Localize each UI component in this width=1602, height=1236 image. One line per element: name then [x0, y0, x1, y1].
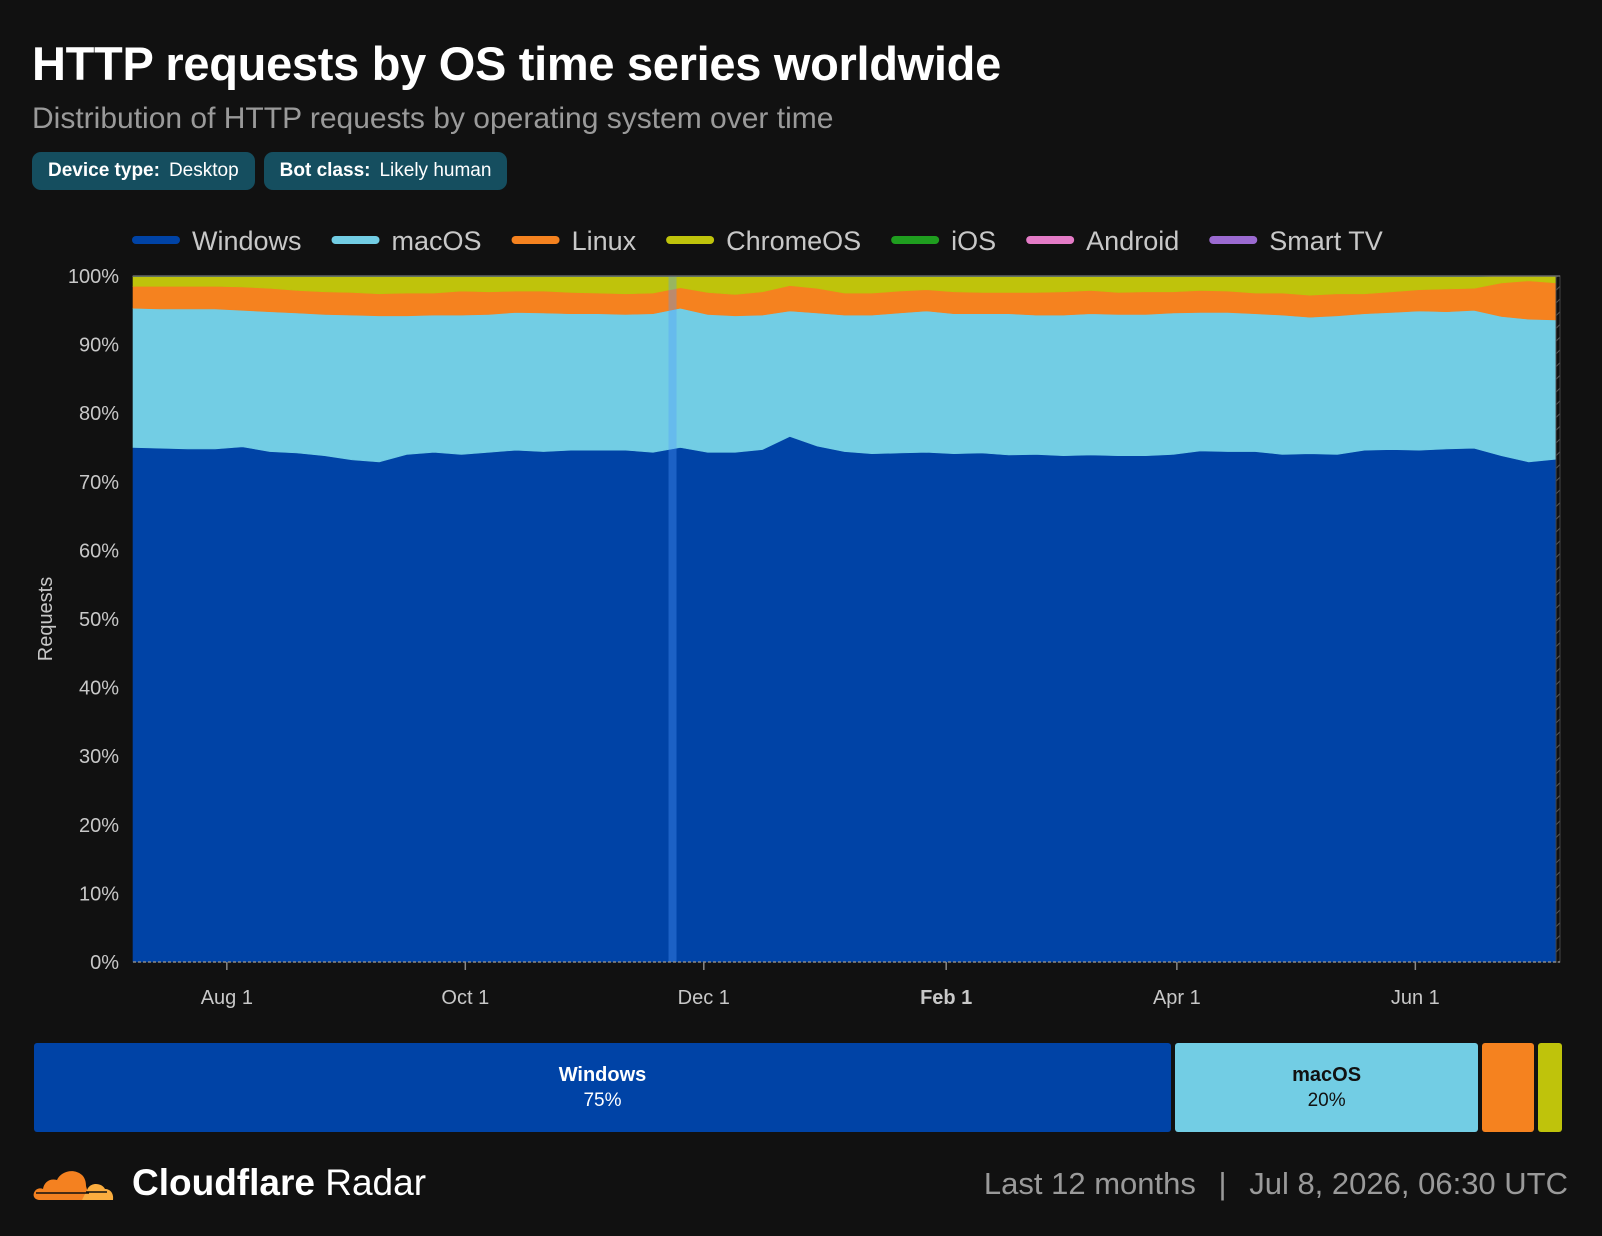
share-segment-name: macOS [1292, 1063, 1362, 1086]
x-tick-label: Jun 1 [1391, 987, 1440, 1009]
hover-highlight-band [668, 276, 677, 962]
y-tick-label: 20% [79, 815, 119, 837]
legend-label-ios: iOS [951, 226, 996, 256]
legend-label-android: Android [1086, 226, 1179, 256]
chart-legend: Windows macOS Linux ChromeOS iOS Android Smart… [132, 226, 1383, 256]
filter-badge-bot-class: Bot class: Likely human [263, 152, 508, 190]
y-axis: 0% 10% 20% 30% 40% 50% 60% 70% 80% 90% 100% Request… [35, 266, 119, 974]
brand-name-light: Radar [325, 1162, 427, 1203]
brand: Cloudflare Radar [32, 1162, 426, 1204]
legend-label-smart-tv: Smart TV [1269, 226, 1383, 256]
x-tick-label: Dec 1 [678, 987, 730, 1009]
share-segment-macos: macOS 20% [1175, 1043, 1479, 1132]
x-tick-label: Aug 1 [201, 987, 253, 1009]
incomplete-period-zone [1556, 276, 1560, 962]
legend-item-linux: Linux [511, 226, 637, 256]
y-tick-label: 0% [90, 952, 119, 974]
share-segment-3 [1537, 1043, 1562, 1132]
brand-name-bold: Cloudflare [132, 1162, 315, 1203]
share-segment-value: 75% [583, 1089, 622, 1111]
share-segment-value: 20% [1307, 1089, 1346, 1111]
brand-name: Cloudflare Radar [132, 1162, 426, 1204]
area-macos [132, 307, 1557, 463]
x-tick-label: Apr 1 [1153, 987, 1201, 1009]
filter-badge-device-type: Device type: Desktop [32, 152, 255, 190]
chart-subtitle: Distribution of HTTP requests by operati… [32, 102, 834, 135]
legend-label-windows: Windows [192, 226, 302, 256]
x-tick-label: Oct 1 [441, 987, 489, 1009]
area-windows [132, 436, 1557, 963]
timestamp: Jul 8, 2026, 06:30 UTC [1249, 1166, 1568, 1201]
share-segment-windows: Windows 75% [34, 1043, 1171, 1132]
footer-separator: | [1218, 1166, 1227, 1201]
stacked-areas [132, 275, 1557, 963]
legend-item-ios: iOS [891, 226, 996, 256]
share-segment-name: Windows [558, 1063, 647, 1086]
y-axis-label: Requests [35, 577, 57, 662]
legend-item-android: Android [1026, 226, 1179, 256]
cloudflare-logo-icon [33, 1171, 114, 1200]
time-period: Last 12 months [983, 1166, 1196, 1201]
x-axis: Aug 1 Oct 1 Dec 1 Feb 1 Apr 1 Jun 1 [133, 961, 1560, 1009]
legend-item-smart-tv: Smart TV [1209, 226, 1383, 256]
legend-item-macos: macOS [331, 226, 482, 256]
legend-item-chromeos: ChromeOS [666, 226, 861, 256]
chart-title: HTTP requests by OS time series worldwid… [32, 37, 1001, 90]
filter-badge-value: Likely human [379, 160, 492, 181]
y-tick-label: 70% [79, 472, 119, 494]
legend-label-chromeos: ChromeOS [726, 226, 861, 256]
filter-badge-value: Desktop [168, 160, 239, 181]
footer-meta: Last 12 months | Jul 8, 2026, 06:30 UTC [984, 1166, 1568, 1202]
y-tick-label: 100% [68, 266, 119, 288]
y-tick-label: 30% [79, 746, 119, 768]
filter-badge-key: Bot class: [279, 160, 371, 181]
y-tick-label: 80% [79, 403, 119, 425]
area-chromeos [132, 275, 1557, 296]
x-tick-label: Feb 1 [920, 987, 972, 1009]
y-tick-label: 60% [79, 540, 119, 562]
legend-item-windows: Windows [132, 226, 302, 256]
y-tick-label: 10% [79, 883, 119, 905]
y-tick-label: 90% [79, 335, 119, 357]
share-segment-2 [1482, 1043, 1534, 1132]
y-tick-label: 40% [79, 678, 119, 700]
filter-badges: Device type: Desktop Bot class: Likely h… [32, 152, 508, 190]
filter-badge-key: Device type: [48, 160, 160, 181]
share-summary-bar: Windows 75% macOS 20% [34, 1043, 1562, 1132]
y-tick-label: 50% [79, 609, 119, 631]
legend-label-macos: macOS [392, 226, 482, 256]
legend-label-linux: Linux [572, 226, 637, 256]
os-area-chart[interactable]: Windows macOS Linux ChromeOS iOS Android Smart… [0, 210, 1602, 1010]
